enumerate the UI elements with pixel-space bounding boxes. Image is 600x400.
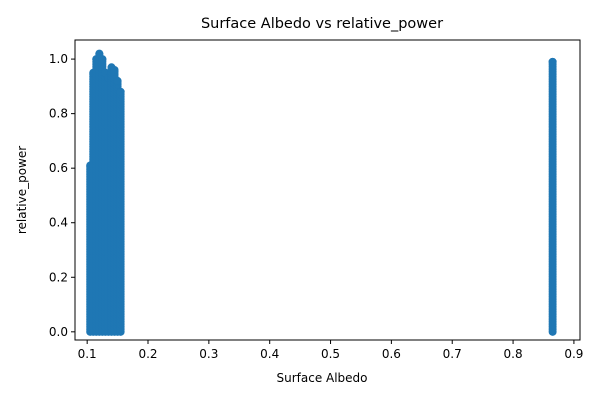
y-tick-label: 1.0: [49, 52, 68, 66]
data-point: [110, 66, 119, 74]
x-tick-label: 0.9: [564, 347, 583, 361]
chart-title: Surface Albedo vs relative_power: [201, 16, 443, 32]
x-tick-label: 0.7: [443, 347, 462, 361]
x-tick-label: 0.8: [504, 347, 523, 361]
y-tick-label: 0.0: [49, 325, 68, 339]
x-tick-label: 0.4: [260, 347, 279, 361]
y-tick-label: 0.6: [49, 161, 68, 175]
data-point: [113, 76, 122, 85]
x-tick-label: 0.6: [382, 347, 401, 361]
data-point: [548, 57, 557, 66]
y-tick-label: 0.8: [49, 107, 68, 121]
data-points: [86, 49, 557, 336]
y-tick-label: 0.2: [49, 270, 68, 284]
x-tick-label: 0.1: [78, 347, 97, 361]
y-axis: 0.0 0.2 0.4 0.6 0.8 1.0: [49, 52, 75, 339]
x-tick-label: 0.5: [321, 347, 340, 361]
data-point: [116, 87, 125, 96]
plot-frame: [74, 39, 581, 341]
y-axis-label: relative_power: [15, 146, 29, 234]
x-tick-label: 0.2: [138, 347, 157, 361]
x-axis-label: Surface Albedo: [276, 371, 367, 385]
data-point: [98, 55, 107, 64]
x-axis: 0.1 0.2 0.3 0.4 0.5 0.6 0.7 0.8 0.9: [78, 340, 583, 361]
y-tick-label: 0.4: [49, 216, 68, 230]
x-tick-label: 0.3: [199, 347, 218, 361]
